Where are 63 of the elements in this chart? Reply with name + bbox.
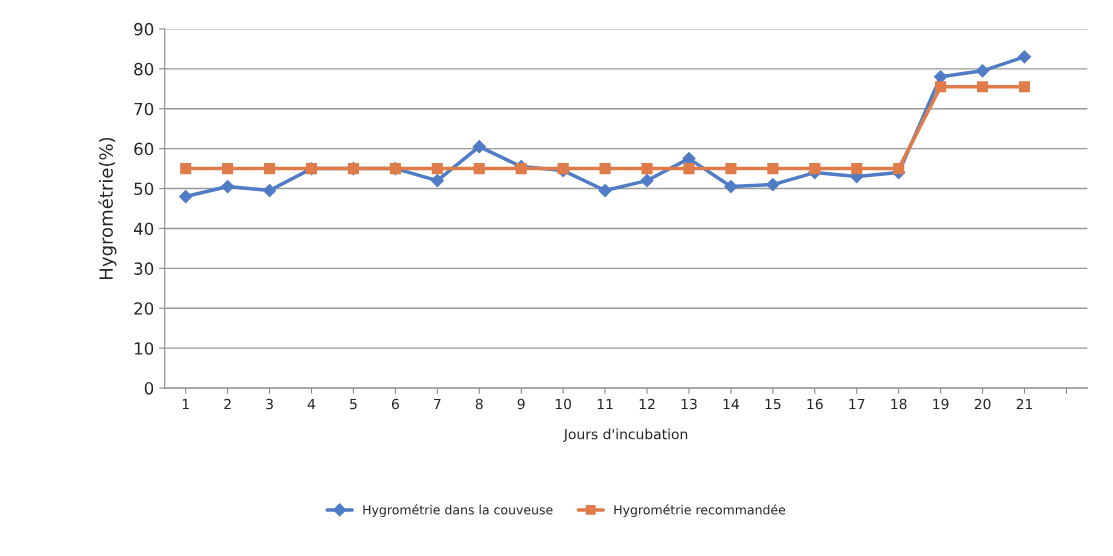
y-tick-label: 70 [134,102,154,116]
point [430,173,445,188]
point [180,163,192,175]
y-tick-label: 60 [134,142,154,156]
x-tick-label: 17 [849,398,865,410]
x-tick-label: 14 [723,398,739,410]
point [599,163,611,175]
point [724,179,738,194]
y-tick-label: 90 [134,22,154,36]
x-tick-label: 3 [266,398,273,410]
point [178,189,193,204]
point [1018,81,1031,93]
point [809,163,821,175]
x-tick-label: 15 [765,398,781,410]
point [641,163,653,175]
point [977,81,989,93]
x-tick-label: 6 [391,398,399,410]
y-tick-label: 80 [134,62,154,76]
point [725,163,737,175]
point [975,63,990,78]
point [640,173,654,188]
point [933,69,948,84]
point [222,163,234,175]
legend-label: Hygrométrie dans la couveuse [363,504,553,517]
y-axis-title: Hygrométrie(%) [98,137,117,279]
point [935,81,947,93]
x-axis-title: Jours d'incubation [563,428,688,442]
x-tick-label: 8 [475,398,483,410]
point [1017,49,1032,64]
point [598,183,612,198]
x-tick-label: 10 [555,398,572,410]
x-tick-label: 12 [639,398,655,410]
y-tick-label: 30 [134,262,154,275]
point [431,163,443,175]
x-tick-label: 13 [681,398,697,410]
x-tick-label: 19 [933,398,949,410]
x-tick-label: 7 [434,398,441,410]
point [473,163,485,175]
x-tick-label: 9 [517,398,525,410]
point [767,163,779,175]
point [220,179,235,194]
point [765,177,780,192]
y-tick-label: 20 [134,302,154,315]
point [851,163,863,175]
point [264,163,276,175]
x-tick-label: 1 [182,398,189,410]
y-tick-label: 40 [133,222,154,236]
legend-label: Hygrométrie recommandée [614,504,786,517]
y-tick-label: 0 [144,382,154,395]
point [515,163,527,175]
x-tick-label: 21 [1016,398,1033,410]
x-tick-label: 20 [974,398,991,410]
point [893,163,905,175]
point [472,139,487,154]
x-tick-label: 16 [807,398,823,410]
y-tick-label: 10 [134,342,154,355]
x-tick-label: 2 [224,398,231,410]
x-tick-label: 18 [891,398,907,410]
x-tick-label: 5 [350,398,357,410]
x-tick-label: 11 [597,398,613,410]
point [683,163,695,175]
x-tick-label: 4 [307,398,316,410]
y-tick-label: 50 [134,182,154,196]
